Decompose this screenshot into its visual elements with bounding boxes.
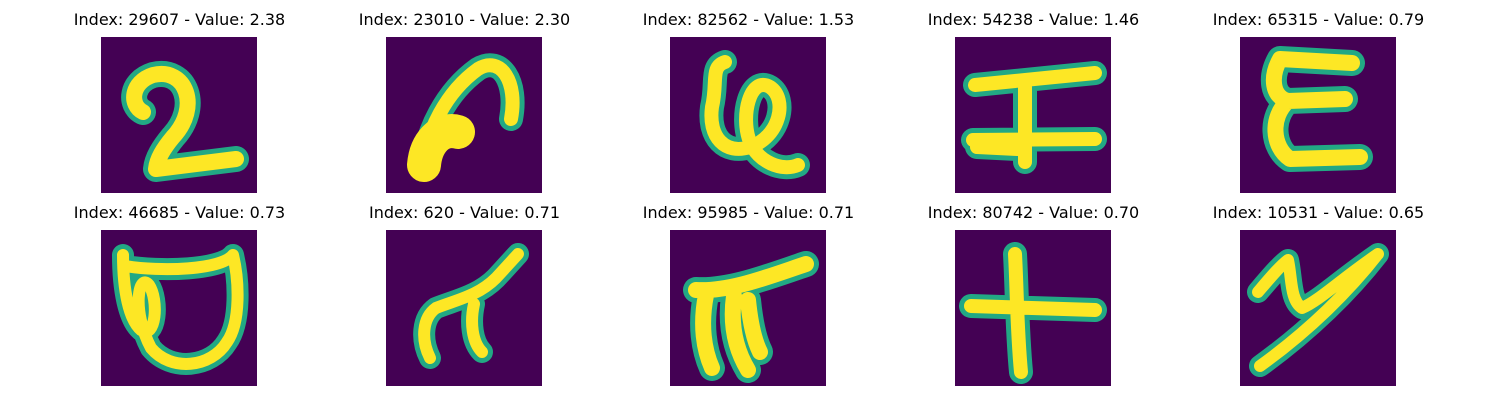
sample-cell: Index: 29607 - Value: 2.38 (37, 0, 322, 193)
sample-title: Index: 620 - Value: 0.71 (368, 203, 561, 222)
sample-title: Index: 95985 - Value: 0.71 (642, 203, 855, 222)
sample-title: Index: 80742 - Value: 0.70 (927, 203, 1140, 222)
sample-title: Index: 54238 - Value: 1.46 (927, 10, 1140, 29)
digit-two-glyph (101, 37, 257, 193)
sample-title: Index: 82562 - Value: 1.53 (642, 10, 855, 29)
sample-cell: Index: 54238 - Value: 1.46 (891, 0, 1176, 193)
sample-cell: Index: 620 - Value: 0.71 (322, 193, 607, 386)
hook-stroke-glyph (386, 37, 542, 193)
sample-cell: Index: 80742 - Value: 0.70 (891, 193, 1176, 386)
sample-title: Index: 29607 - Value: 2.38 (73, 10, 286, 29)
sample-title: Index: 23010 - Value: 2.30 (358, 10, 571, 29)
bold-pi-glyph (670, 230, 826, 386)
sample-cell: Index: 23010 - Value: 2.30 (322, 0, 607, 193)
pi-like-glyph (386, 230, 542, 386)
sample-cell: Index: 10531 - Value: 0.65 (1176, 193, 1461, 386)
boxed-loop-glyph (101, 230, 257, 386)
sample-title: Index: 10531 - Value: 0.65 (1212, 203, 1425, 222)
sample-cell: Index: 82562 - Value: 1.53 (606, 0, 891, 193)
sample-cell: Index: 46685 - Value: 0.73 (37, 193, 322, 386)
sample-title: Index: 65315 - Value: 0.79 (1212, 10, 1425, 29)
looped-glyph (670, 37, 826, 193)
plus-cross-glyph (955, 230, 1111, 386)
i-beam-glyph (955, 37, 1111, 193)
slanted-y-glyph (1240, 230, 1396, 386)
sample-title: Index: 46685 - Value: 0.73 (73, 203, 286, 222)
sample-cell: Index: 95985 - Value: 0.71 (606, 193, 891, 386)
sample-cell: Index: 65315 - Value: 0.79 (1176, 0, 1461, 193)
letter-e-glyph (1240, 37, 1396, 193)
